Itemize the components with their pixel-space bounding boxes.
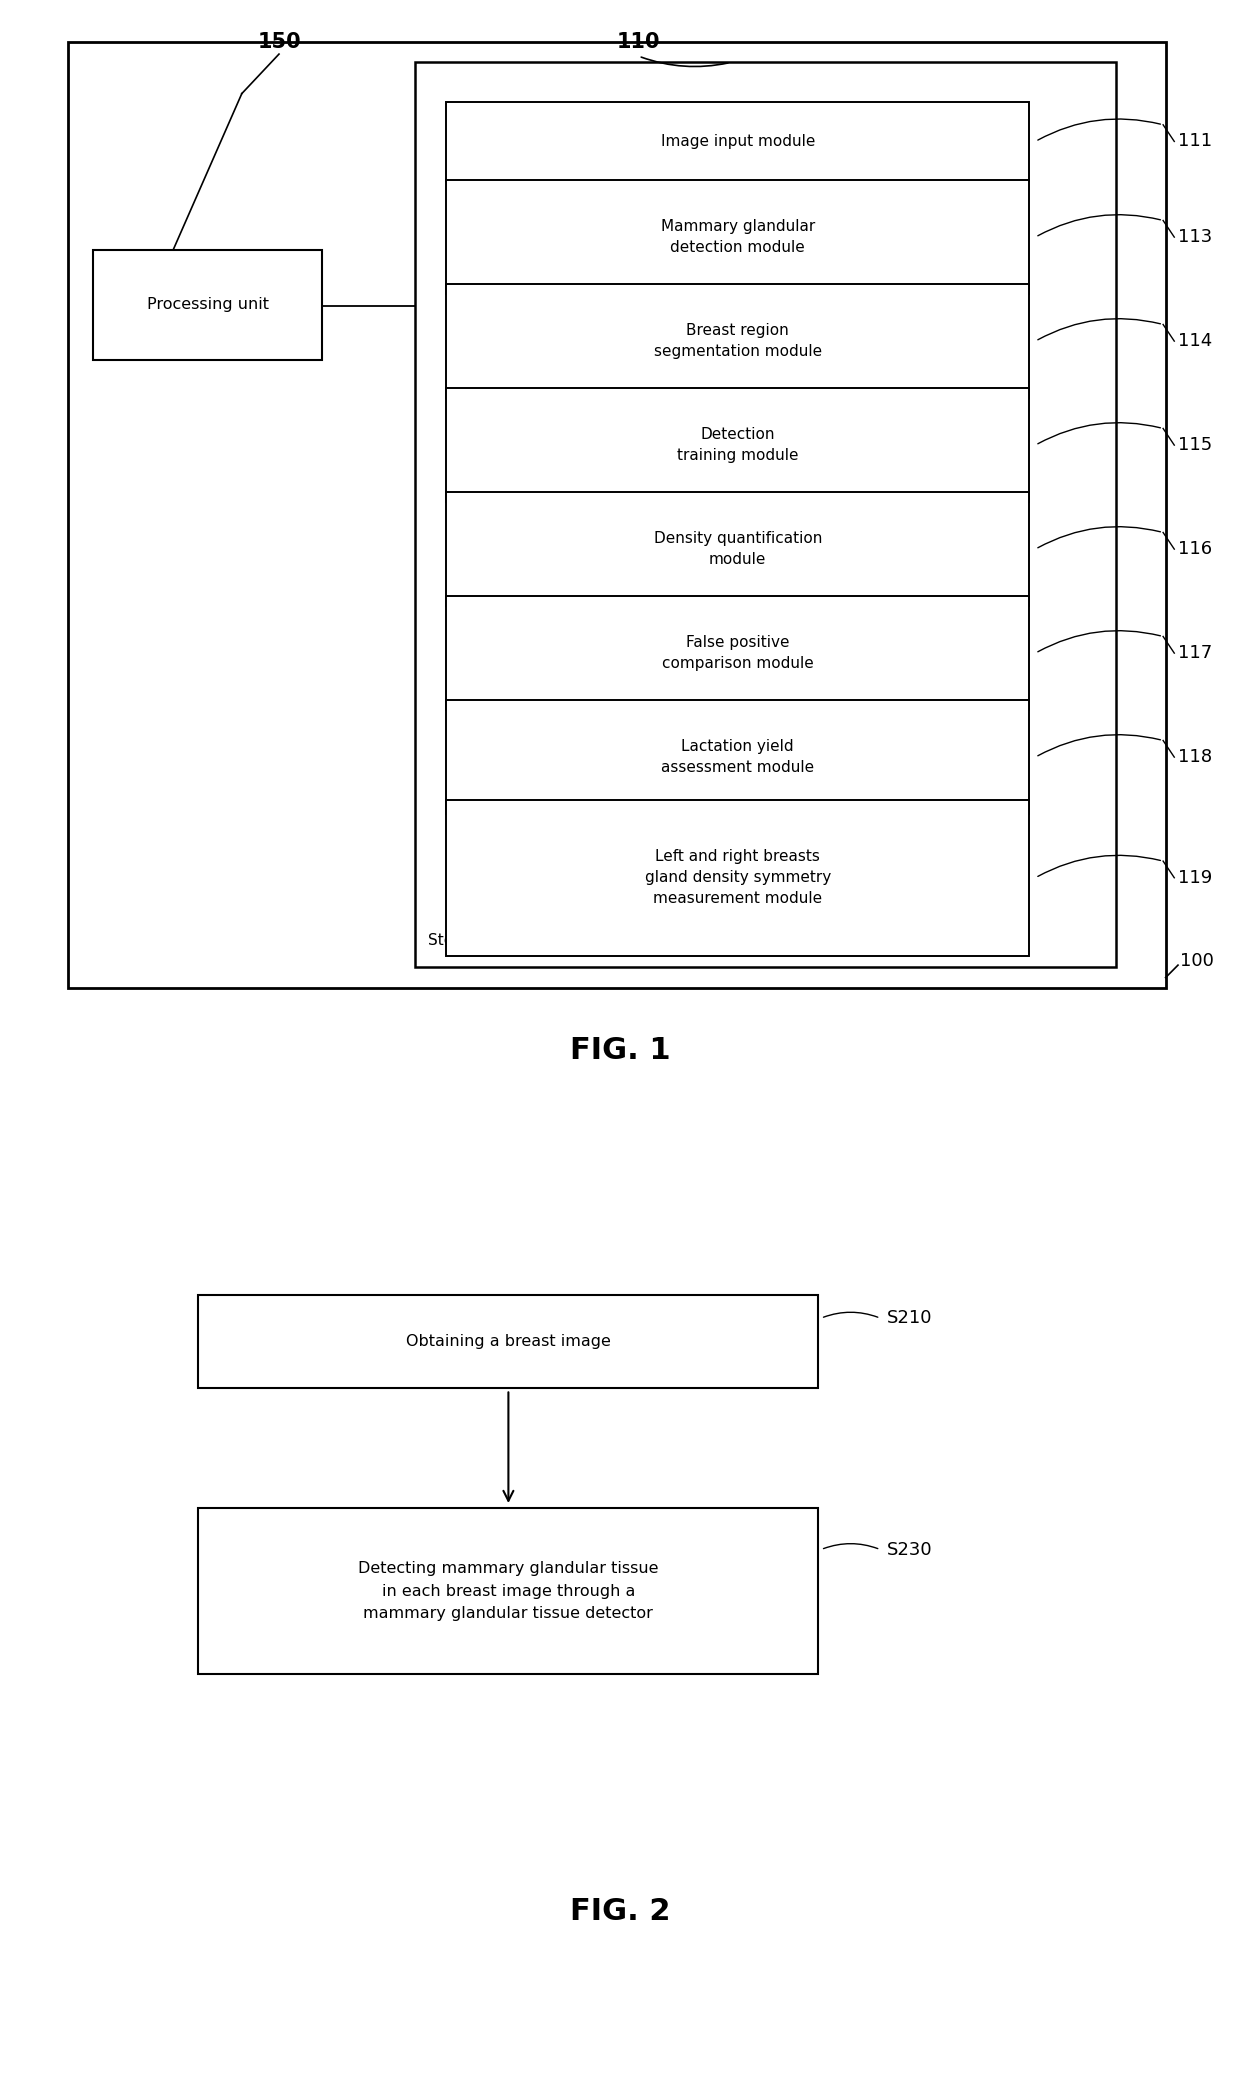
Text: Detection
training module: Detection training module — [677, 426, 799, 464]
Bar — [446, 491, 1029, 607]
Text: Left and right breasts
gland density symmetry
measurement module: Left and right breasts gland density sym… — [645, 849, 831, 907]
Text: 150: 150 — [257, 31, 301, 52]
Text: FIG. 1: FIG. 1 — [569, 1036, 671, 1065]
Text: 119: 119 — [1178, 869, 1213, 886]
Text: Density quantification
module: Density quantification module — [653, 530, 822, 568]
Text: 110: 110 — [616, 31, 661, 52]
Bar — [446, 283, 1029, 397]
Text: Storage unit: Storage unit — [428, 934, 522, 948]
Text: 113: 113 — [1178, 229, 1213, 245]
Text: Processing unit: Processing unit — [146, 297, 269, 312]
Bar — [446, 102, 1029, 181]
Text: S210: S210 — [887, 1308, 932, 1327]
Bar — [198, 1508, 818, 1674]
Text: Detecting mammary glandular tissue
in each breast image through a
mammary glandu: Detecting mammary glandular tissue in ea… — [358, 1562, 658, 1620]
Text: 100: 100 — [1180, 953, 1214, 969]
Text: Obtaining a breast image: Obtaining a breast image — [405, 1333, 611, 1350]
Bar — [446, 179, 1029, 293]
Bar — [446, 699, 1029, 813]
Bar — [198, 1294, 818, 1389]
Text: 116: 116 — [1178, 541, 1213, 557]
Text: Breast region
segmentation module: Breast region segmentation module — [653, 322, 822, 360]
Bar — [446, 799, 1029, 957]
Text: Mammary glandular
detection module: Mammary glandular detection module — [661, 218, 815, 256]
Text: FIG. 2: FIG. 2 — [569, 1897, 671, 1926]
Bar — [446, 595, 1029, 709]
Text: Image input module: Image input module — [661, 133, 815, 150]
Bar — [68, 42, 1166, 988]
Text: 117: 117 — [1178, 645, 1213, 661]
Text: 111: 111 — [1178, 133, 1213, 150]
Text: 114: 114 — [1178, 333, 1213, 349]
Bar — [446, 387, 1029, 501]
Text: 115: 115 — [1178, 437, 1213, 453]
Text: S230: S230 — [887, 1541, 932, 1558]
Bar — [415, 62, 1116, 967]
Text: Lactation yield
assessment module: Lactation yield assessment module — [661, 738, 815, 776]
Bar — [93, 250, 322, 360]
Text: 118: 118 — [1178, 749, 1213, 765]
Text: False positive
comparison module: False positive comparison module — [662, 634, 813, 672]
